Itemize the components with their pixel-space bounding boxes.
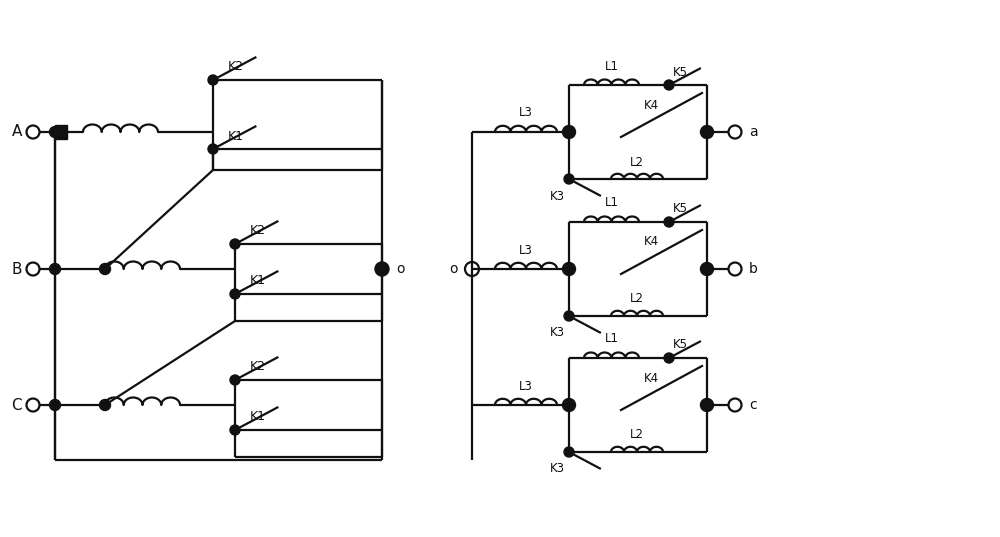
- Circle shape: [564, 447, 574, 457]
- Circle shape: [375, 262, 389, 276]
- Text: L3: L3: [519, 106, 533, 120]
- Circle shape: [700, 398, 714, 411]
- Circle shape: [562, 263, 576, 275]
- Circle shape: [208, 75, 218, 85]
- Text: b: b: [749, 262, 758, 276]
- Circle shape: [230, 375, 240, 385]
- Text: K5: K5: [673, 338, 688, 352]
- Text: K5: K5: [673, 66, 688, 78]
- Text: K2: K2: [250, 360, 266, 374]
- Text: L1: L1: [604, 197, 618, 209]
- Text: o: o: [450, 262, 458, 276]
- Text: K3: K3: [550, 190, 565, 202]
- Bar: [55, 125, 67, 139]
- Text: K1: K1: [250, 410, 266, 424]
- Circle shape: [230, 425, 240, 435]
- Text: A: A: [12, 125, 22, 140]
- Text: K4: K4: [644, 372, 659, 384]
- Circle shape: [50, 400, 61, 410]
- Text: c: c: [749, 398, 757, 412]
- Circle shape: [562, 398, 576, 411]
- Text: B: B: [12, 262, 22, 277]
- Circle shape: [100, 264, 110, 274]
- Text: K5: K5: [673, 202, 688, 215]
- Circle shape: [564, 311, 574, 321]
- Circle shape: [564, 174, 574, 184]
- Text: L2: L2: [630, 429, 644, 441]
- Circle shape: [208, 144, 218, 154]
- Text: K1: K1: [228, 129, 244, 142]
- Text: L2: L2: [630, 293, 644, 306]
- Text: K1: K1: [250, 274, 266, 287]
- Circle shape: [50, 127, 61, 137]
- Circle shape: [700, 263, 714, 275]
- Text: K2: K2: [250, 224, 266, 237]
- Text: L3: L3: [519, 380, 533, 393]
- Text: o: o: [396, 262, 404, 276]
- Text: K4: K4: [644, 98, 659, 112]
- Circle shape: [230, 239, 240, 249]
- Text: L2: L2: [630, 156, 644, 169]
- Text: C: C: [11, 397, 22, 412]
- Text: a: a: [749, 125, 758, 139]
- Text: K3: K3: [550, 326, 565, 339]
- Text: K3: K3: [550, 462, 565, 475]
- Text: K4: K4: [644, 236, 659, 249]
- Text: K2: K2: [228, 61, 244, 74]
- Circle shape: [700, 126, 714, 139]
- Circle shape: [664, 80, 674, 90]
- Circle shape: [50, 264, 61, 274]
- Circle shape: [230, 289, 240, 299]
- Text: L1: L1: [604, 332, 618, 345]
- Circle shape: [664, 217, 674, 227]
- Text: L3: L3: [519, 243, 533, 257]
- Circle shape: [100, 400, 110, 410]
- Circle shape: [664, 353, 674, 363]
- Text: L1: L1: [604, 60, 618, 72]
- Circle shape: [562, 126, 576, 139]
